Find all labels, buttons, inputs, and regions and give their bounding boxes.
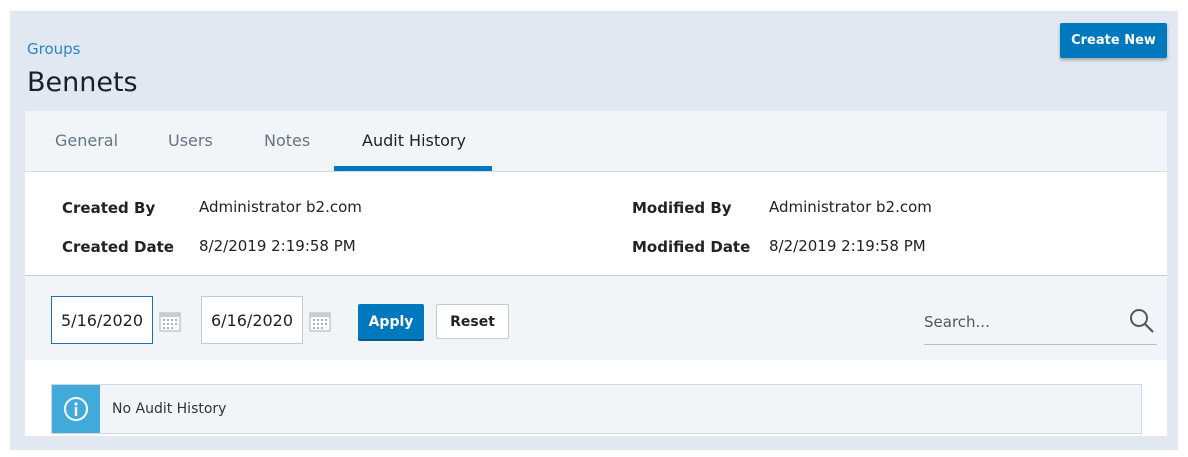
create-new-button[interactable]: Create New — [1060, 23, 1167, 58]
filter-bar: Apply Reset — [25, 276, 1167, 360]
search-box — [924, 302, 1157, 345]
from-date-input[interactable] — [51, 296, 153, 344]
search-input[interactable] — [924, 302, 1114, 342]
info-icon — [52, 385, 100, 433]
modified-by-value: Administrator b2.com — [769, 198, 932, 216]
created-by-value: Administrator b2.com — [199, 198, 362, 216]
page-title: Bennets — [27, 67, 138, 98]
modified-date-value: 8/2/2019 2:19:58 PM — [769, 237, 926, 255]
page-panel: Groups Bennets Create New General Users … — [10, 11, 1178, 450]
created-date-value: 8/2/2019 2:19:58 PM — [199, 237, 356, 255]
apply-button[interactable]: Apply — [358, 304, 424, 339]
breadcrumb-groups[interactable]: Groups — [27, 40, 81, 58]
search-icon[interactable] — [1129, 308, 1155, 334]
alert-message: No Audit History — [112, 401, 227, 417]
content-card: General Users Notes Audit History Create… — [25, 111, 1167, 436]
modified-by-label: Modified By — [632, 199, 732, 217]
tab-bar: General Users Notes Audit History — [25, 111, 1167, 172]
tab-audit-history[interactable]: Audit History — [362, 131, 466, 150]
active-tab-indicator — [334, 166, 492, 171]
modified-date-label: Modified Date — [632, 238, 751, 256]
calendar-icon[interactable] — [159, 310, 181, 332]
created-by-label: Created By — [62, 199, 156, 217]
no-history-alert: No Audit History — [51, 384, 1142, 434]
details-section: Created By Administrator b2.com Created … — [25, 172, 1167, 276]
calendar-icon[interactable] — [309, 310, 331, 332]
tab-general[interactable]: General — [55, 131, 119, 150]
tab-users[interactable]: Users — [168, 131, 213, 150]
tab-notes[interactable]: Notes — [264, 131, 311, 150]
reset-button[interactable]: Reset — [436, 304, 509, 339]
created-date-label: Created Date — [62, 238, 174, 256]
to-date-input[interactable] — [201, 296, 303, 344]
